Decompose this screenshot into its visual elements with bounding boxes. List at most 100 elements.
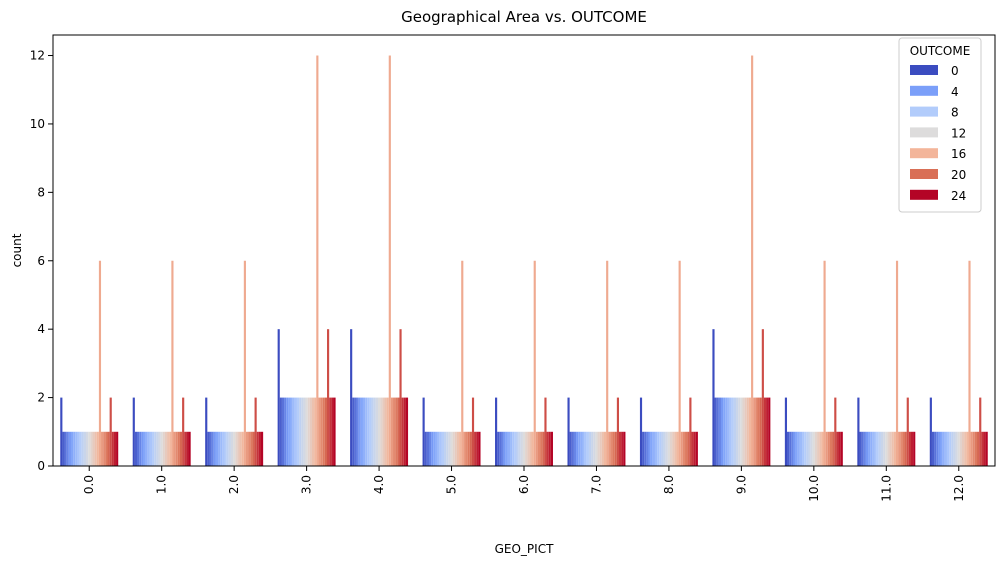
bar bbox=[333, 397, 336, 466]
bar bbox=[759, 397, 762, 466]
bar bbox=[823, 260, 826, 466]
bar bbox=[893, 431, 896, 466]
bar bbox=[281, 397, 285, 466]
legend-label: 20 bbox=[951, 168, 966, 182]
bar bbox=[868, 431, 871, 466]
bar bbox=[619, 431, 622, 466]
bar bbox=[603, 431, 607, 466]
bar bbox=[784, 397, 788, 466]
bar bbox=[738, 397, 741, 466]
bar bbox=[258, 431, 261, 466]
bar bbox=[725, 397, 728, 466]
bar bbox=[642, 431, 645, 466]
bar bbox=[870, 431, 873, 466]
bar bbox=[218, 431, 221, 466]
bar bbox=[380, 397, 383, 466]
bar bbox=[663, 431, 666, 466]
bar bbox=[953, 431, 956, 466]
bar bbox=[621, 431, 624, 466]
bar bbox=[970, 431, 973, 466]
bar bbox=[514, 431, 517, 466]
bar bbox=[329, 397, 332, 466]
bar bbox=[880, 431, 884, 466]
bar bbox=[478, 431, 481, 466]
bar bbox=[791, 431, 794, 466]
bar bbox=[714, 397, 717, 466]
bar bbox=[689, 397, 692, 466]
bar bbox=[66, 431, 69, 466]
bar bbox=[959, 431, 962, 466]
bar bbox=[169, 431, 172, 466]
bar bbox=[883, 431, 886, 466]
legend-swatch bbox=[910, 189, 938, 200]
bar bbox=[904, 431, 907, 466]
bar bbox=[399, 329, 402, 466]
bar bbox=[254, 397, 257, 466]
bar bbox=[288, 397, 291, 466]
y-tick-label: 4 bbox=[37, 322, 45, 336]
x-tick-label: 1.0 bbox=[155, 475, 169, 494]
bar bbox=[132, 397, 135, 466]
bar bbox=[294, 397, 297, 466]
bar bbox=[314, 397, 317, 466]
bar bbox=[740, 397, 743, 466]
legend-label: 16 bbox=[951, 147, 966, 161]
bar bbox=[162, 431, 165, 466]
bar bbox=[107, 431, 110, 466]
bar bbox=[109, 397, 112, 466]
bar bbox=[569, 431, 572, 466]
bar bbox=[116, 431, 119, 466]
bar bbox=[256, 431, 259, 466]
bar bbox=[814, 431, 818, 466]
bar bbox=[83, 431, 87, 466]
bar bbox=[88, 431, 91, 466]
bar bbox=[872, 431, 875, 466]
bar bbox=[548, 431, 551, 466]
bar bbox=[422, 397, 425, 466]
bar bbox=[320, 397, 323, 466]
bar bbox=[768, 397, 771, 466]
bar bbox=[96, 431, 99, 466]
bar bbox=[209, 431, 212, 466]
bar bbox=[535, 431, 538, 466]
bar bbox=[836, 431, 839, 466]
bar bbox=[207, 431, 210, 466]
bar bbox=[731, 397, 734, 466]
bar bbox=[386, 397, 389, 466]
bar bbox=[141, 431, 144, 466]
bar bbox=[652, 431, 655, 466]
bar bbox=[542, 431, 545, 466]
bar bbox=[974, 431, 978, 466]
bar bbox=[718, 397, 721, 466]
legend-swatch bbox=[910, 65, 938, 75]
bar bbox=[964, 431, 967, 466]
bar bbox=[761, 329, 764, 466]
bar bbox=[863, 431, 866, 466]
bar bbox=[733, 397, 737, 466]
bar bbox=[250, 431, 253, 466]
y-axis-label: count bbox=[10, 233, 24, 267]
y-tick-label: 8 bbox=[37, 185, 45, 199]
bar bbox=[659, 431, 662, 466]
x-tick-label: 7.0 bbox=[589, 475, 603, 494]
bar bbox=[507, 431, 511, 466]
bar bbox=[64, 431, 67, 466]
bar bbox=[531, 431, 534, 466]
bar bbox=[474, 431, 477, 466]
x-axis-label: GEO_PICT bbox=[495, 542, 554, 556]
bar bbox=[949, 431, 952, 466]
bar bbox=[182, 397, 185, 466]
bar bbox=[243, 260, 246, 466]
bar bbox=[167, 431, 170, 466]
bar bbox=[838, 431, 841, 466]
bar bbox=[154, 431, 157, 466]
legend-swatch bbox=[910, 106, 938, 117]
bar bbox=[235, 431, 238, 466]
legend: OUTCOME 0 4 8 12 16 20 24 bbox=[898, 37, 982, 213]
bar bbox=[149, 431, 153, 466]
bar bbox=[94, 431, 97, 466]
bar bbox=[226, 431, 229, 466]
bar bbox=[393, 397, 396, 466]
bar bbox=[757, 397, 760, 466]
bar bbox=[979, 397, 982, 466]
